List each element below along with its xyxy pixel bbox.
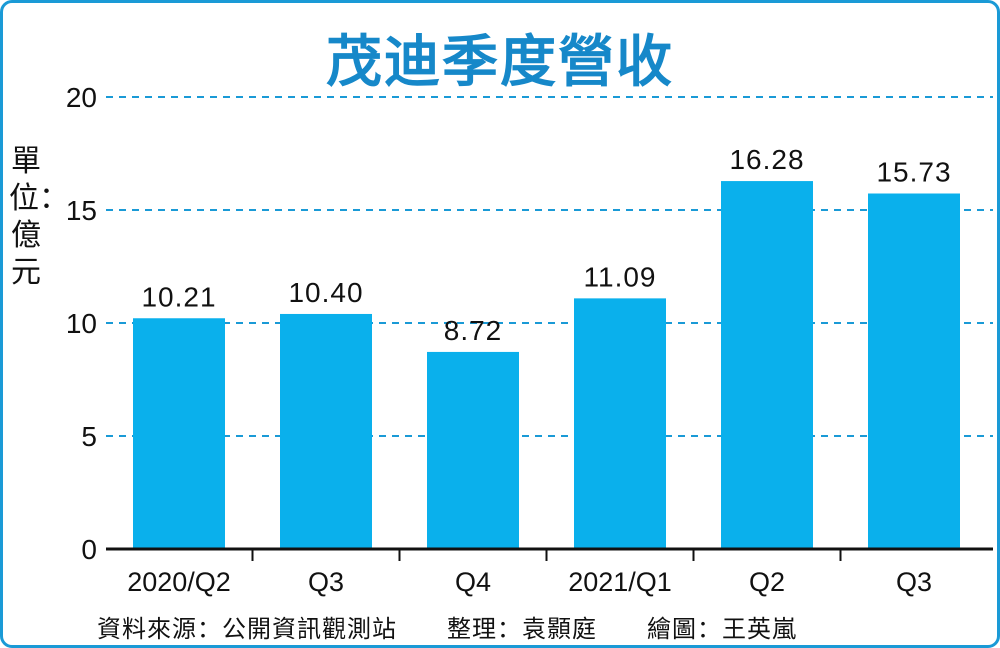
bar-value-label: 10.40 <box>288 277 363 308</box>
x-category-label: Q4 <box>455 567 491 597</box>
bar <box>721 181 813 549</box>
y-tick-label: 15 <box>66 195 97 226</box>
x-category-label: 2021/Q1 <box>568 567 672 597</box>
bar <box>574 298 666 549</box>
x-category-label: 2020/Q2 <box>127 567 231 597</box>
bar <box>133 318 225 549</box>
x-category-label: Q3 <box>896 567 932 597</box>
bar <box>280 313 372 549</box>
bar <box>427 351 519 549</box>
y-tick-label: 5 <box>81 421 97 452</box>
bar <box>868 193 960 549</box>
source-credit: 資料來源：公開資訊觀測站 整理：袁顥庭 繪圖：王英嵐 <box>97 615 797 643</box>
y-tick-label: 20 <box>66 82 97 113</box>
y-tick-label: 10 <box>66 308 97 339</box>
chart-title: 茂迪季度營收 <box>326 30 674 95</box>
bar-value-label: 10.21 <box>141 281 216 312</box>
x-category-label: Q2 <box>749 567 785 597</box>
bar-value-label: 11.09 <box>584 261 657 292</box>
bar-value-label: 8.72 <box>444 315 503 346</box>
bar-value-label: 15.73 <box>876 157 951 188</box>
bar-value-label: 16.28 <box>729 144 804 175</box>
x-category-label: Q3 <box>308 567 344 597</box>
bar-chart: 0 5 10 15 20 10.21 10.40 8.72 11.09 16.28 15.73 202… <box>66 82 993 597</box>
y-tick-label: 0 <box>81 534 97 565</box>
